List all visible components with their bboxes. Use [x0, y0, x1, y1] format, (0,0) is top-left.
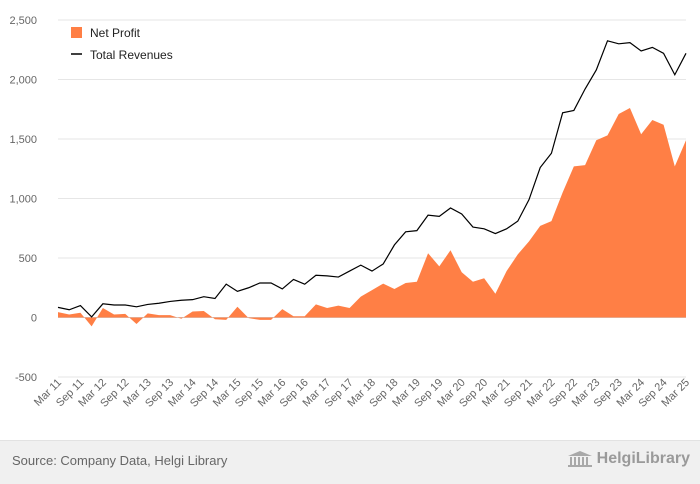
line-series: [57, 40, 687, 318]
legend-label-total-revenues: Total Revenues: [90, 48, 173, 62]
y-tick-label: 500: [19, 253, 37, 265]
net-profit-area: [58, 108, 686, 327]
legend-label-net-profit: Net Profit: [90, 26, 141, 40]
y-tick-label: 1,000: [9, 194, 37, 206]
y-tick-label: 2,500: [9, 15, 37, 27]
y-tick-label: 1,500: [9, 134, 37, 146]
legend[interactable]: Net Profit Total Revenues: [71, 26, 173, 62]
brand-logo: HelgiLibrary: [567, 450, 690, 468]
total-revenues-line: [57, 40, 687, 318]
y-tick-label: 2,000: [9, 75, 37, 87]
library-building-icon: [567, 451, 592, 467]
y-axis: -500 0 500 1,000 1,500 2,000 2,500: [9, 15, 37, 384]
footer: Source: Company Data, Helgi Library Helg…: [0, 440, 700, 484]
y-tick-label: -500: [15, 372, 37, 384]
source-note: Source: Company Data, Helgi Library: [12, 453, 228, 468]
legend-swatch-net-profit: [71, 27, 82, 38]
brand-name: HelgiLibrary: [596, 450, 690, 467]
y-tick-label: 0: [31, 313, 37, 325]
area-series: [58, 108, 686, 327]
